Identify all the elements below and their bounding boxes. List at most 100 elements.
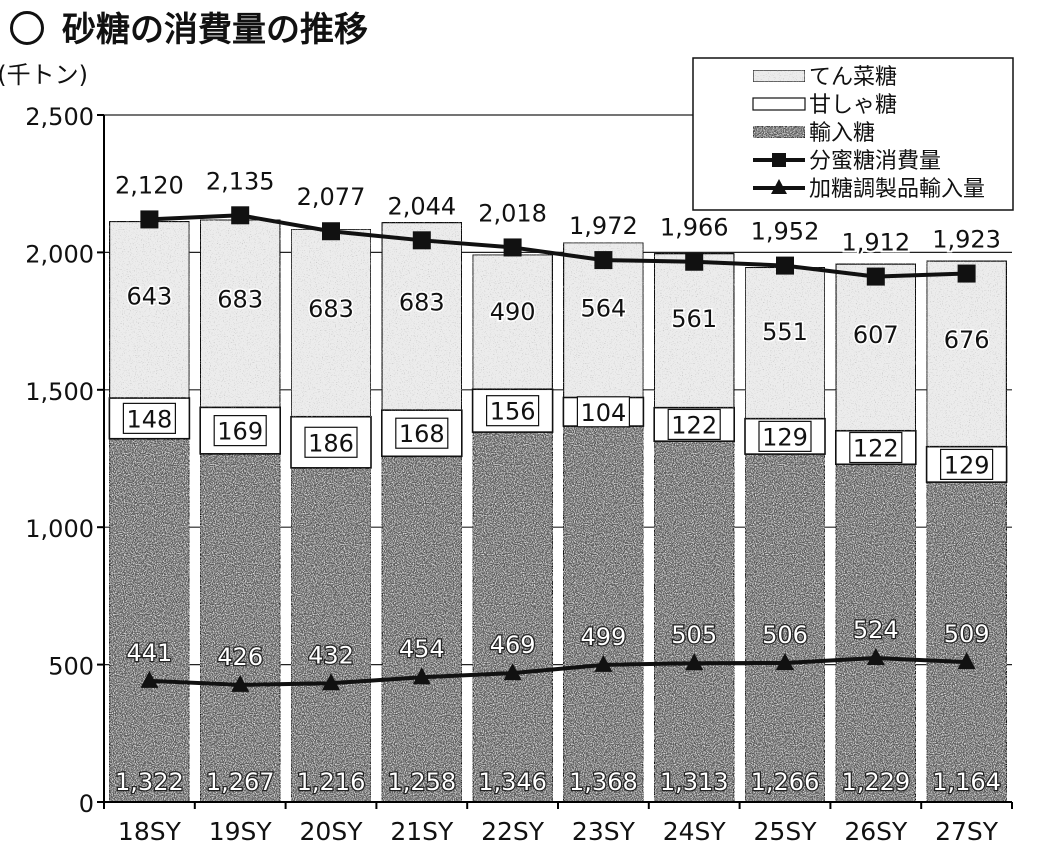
line-total-consumption [149, 213, 967, 279]
label-processed: 432 [308, 641, 354, 669]
label-processed: 524 [853, 616, 899, 644]
y-axis-unit: (千トン) [0, 61, 88, 89]
label-total: 2,120 [115, 171, 184, 199]
label-processed: 426 [217, 643, 263, 671]
marker-processed [412, 667, 431, 685]
bar-beet [290, 228, 372, 418]
marker-total [231, 206, 250, 225]
x-tick-label: 23SY [572, 817, 636, 846]
marker-total [594, 251, 613, 270]
bar-beet [925, 260, 1008, 448]
line-series [140, 206, 976, 692]
label-cane: 148 [126, 405, 172, 433]
label-cane: 122 [671, 411, 717, 439]
x-tick-label: 21SY [390, 817, 454, 846]
label-import: 1,346 [478, 768, 547, 796]
label-cane-box [122, 402, 177, 434]
label-processed: 454 [399, 635, 445, 663]
data-labels: 1,322 441 148 643 2,120 1,267 426 169 683 2,135 1,… [113, 165, 1003, 797]
y-tick-label: 0 [79, 790, 94, 818]
x-tick-label: 20SY [300, 817, 364, 846]
label-cane: 186 [308, 429, 354, 457]
marker-processed [776, 652, 794, 670]
marker-processed [594, 654, 613, 672]
label-total: 1,923 [932, 226, 1001, 254]
marker-total [685, 252, 704, 271]
x-tick-label: 19SY [209, 817, 273, 846]
label-import: 1,266 [751, 768, 820, 796]
label-cane-box [849, 431, 903, 464]
label-cane-box [486, 395, 540, 427]
label-cane-box [213, 415, 267, 447]
x-tick-label: 25SY [754, 817, 818, 846]
legend-label: 輸入糖 [809, 121, 875, 146]
marker-total [866, 267, 885, 286]
label-total: 2,077 [297, 183, 366, 211]
label-beet: 551 [762, 318, 808, 346]
marker-processed [322, 673, 340, 691]
x-tick-label: 24SY [663, 817, 727, 846]
legend-label: 加糖調製品輸入量 [809, 177, 985, 202]
bar-beet [471, 253, 554, 391]
label-total: 2,044 [387, 192, 456, 220]
legend-label: てん菜糖 [809, 65, 897, 90]
label-beet: 683 [217, 286, 263, 314]
legend-marker-triangle [771, 179, 787, 194]
label-total: 1,952 [751, 218, 820, 246]
label-cane-box [758, 420, 812, 452]
y-tick-label: 2,000 [25, 240, 94, 268]
label-beet: 676 [944, 326, 990, 354]
marker-processed [140, 670, 159, 688]
label-import: 1,216 [297, 768, 366, 796]
label-processed: 509 [944, 620, 990, 648]
label-cane: 104 [580, 399, 626, 427]
label-cane: 169 [217, 418, 263, 446]
label-beet: 564 [580, 295, 626, 323]
legend-swatch [752, 125, 806, 139]
x-tick-label: 22SY [481, 817, 545, 846]
marker-processed [231, 674, 250, 692]
label-beet: 683 [308, 295, 354, 323]
label-import: 1,368 [569, 768, 638, 796]
stacked-bars [108, 218, 1008, 803]
x-tick-label: 27SY [935, 817, 999, 846]
bar-beet [834, 263, 917, 432]
line-processed-import [149, 656, 967, 687]
bar-import [108, 437, 191, 803]
chart-title-block: 砂糖の消費量の推移 [0, 2, 368, 51]
bar-import [834, 463, 917, 803]
legend-label: 分蜜糖消費量 [809, 149, 941, 174]
label-total: 2,018 [478, 199, 547, 227]
legend-marker-square [772, 153, 786, 167]
label-import: 1,322 [115, 768, 184, 796]
label-cane-box [304, 426, 358, 458]
label-beet: 561 [671, 305, 717, 333]
label-processed: 505 [671, 621, 717, 649]
marker-total [503, 238, 522, 257]
label-import: 1,229 [841, 768, 910, 796]
label-cane-box [939, 448, 994, 481]
marker-total [412, 231, 431, 250]
marker-processed [685, 653, 704, 671]
marker-processed [503, 663, 522, 681]
label-cane: 156 [490, 398, 536, 426]
label-beet: 490 [490, 298, 536, 326]
bar-import [380, 455, 463, 803]
legend-swatch [752, 69, 806, 83]
label-processed: 469 [490, 631, 536, 659]
label-import: 1,164 [932, 768, 1001, 796]
marker-total [140, 210, 159, 229]
chart-title: 砂糖の消費量の推移 [62, 10, 368, 50]
marker-total [957, 264, 976, 283]
bar-import [562, 425, 645, 803]
y-tick-label: 1,500 [25, 378, 94, 406]
label-import: 1,258 [387, 768, 456, 796]
label-cane: 129 [762, 423, 808, 451]
marker-total [776, 256, 794, 275]
bar-beet [199, 218, 281, 409]
label-beet: 643 [126, 283, 172, 311]
label-total: 1,972 [569, 212, 638, 240]
label-total: 1,966 [660, 214, 729, 242]
